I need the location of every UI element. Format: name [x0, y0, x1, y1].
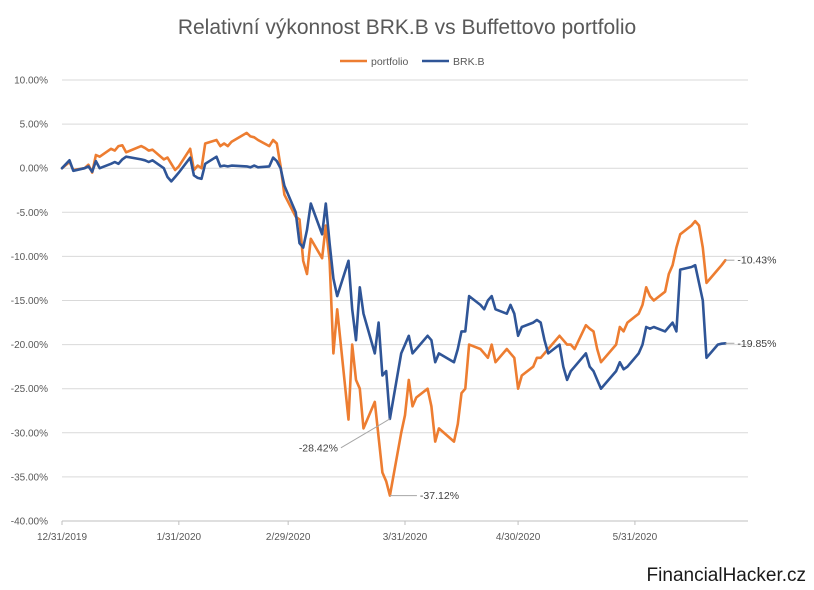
y-tick-label: -10.00%: [11, 252, 48, 263]
y-tick-label: -5.00%: [16, 208, 48, 219]
x-tick-label: 3/31/2020: [383, 532, 428, 543]
series-line-brk-b: [60, 155, 727, 421]
legend: portfolio BRK.B: [340, 56, 485, 68]
y-tick-label: -40.00%: [11, 517, 48, 528]
y-tick-label: -25.00%: [11, 384, 48, 395]
x-tick-label: 1/31/2020: [157, 532, 202, 543]
y-tick-label: 5.00%: [20, 120, 48, 131]
watermark: FinancialHacker.cz: [646, 565, 806, 586]
chart-title: Relativní výkonnost BRK.B vs Buffettovo …: [178, 16, 636, 39]
data-label: -19.85%: [737, 338, 776, 350]
y-tick-label: -15.00%: [11, 296, 48, 307]
data-label: -10.43%: [737, 255, 776, 267]
x-tick-label: 2/29/2020: [266, 532, 311, 543]
plot-lines: [60, 131, 727, 497]
legend-label-portfolio: portfolio: [371, 56, 409, 68]
y-tick-label: -35.00%: [11, 472, 48, 483]
data-label: -28.42%: [299, 442, 338, 454]
data-label: -37.12%: [420, 490, 459, 502]
x-axis-ticks: 12/31/2019 1/31/2020 2/29/2020 3/31/2020 4/3…: [37, 521, 658, 543]
y-axis-ticks: 10.00% 5.00% 0.00% -5.00% -10.00% -15.00% -20.…: [11, 76, 48, 528]
y-tick-label: -30.00%: [11, 428, 48, 439]
y-tick-label: 10.00%: [14, 76, 48, 87]
x-tick-label: 4/30/2020: [496, 532, 541, 543]
x-tick-label: 5/31/2020: [613, 532, 658, 543]
legend-label-brk: BRK.B: [453, 56, 485, 68]
y-tick-label: 0.00%: [20, 164, 48, 175]
annotations: -10.43% -19.85% -28.42% -37.12%: [299, 255, 777, 502]
annotation-leader: [340, 418, 391, 449]
x-tick-label: 12/31/2019: [37, 532, 87, 543]
series-line-portfolio: [60, 131, 727, 497]
y-tick-label: -20.00%: [11, 340, 48, 351]
grid: [62, 79, 748, 522]
